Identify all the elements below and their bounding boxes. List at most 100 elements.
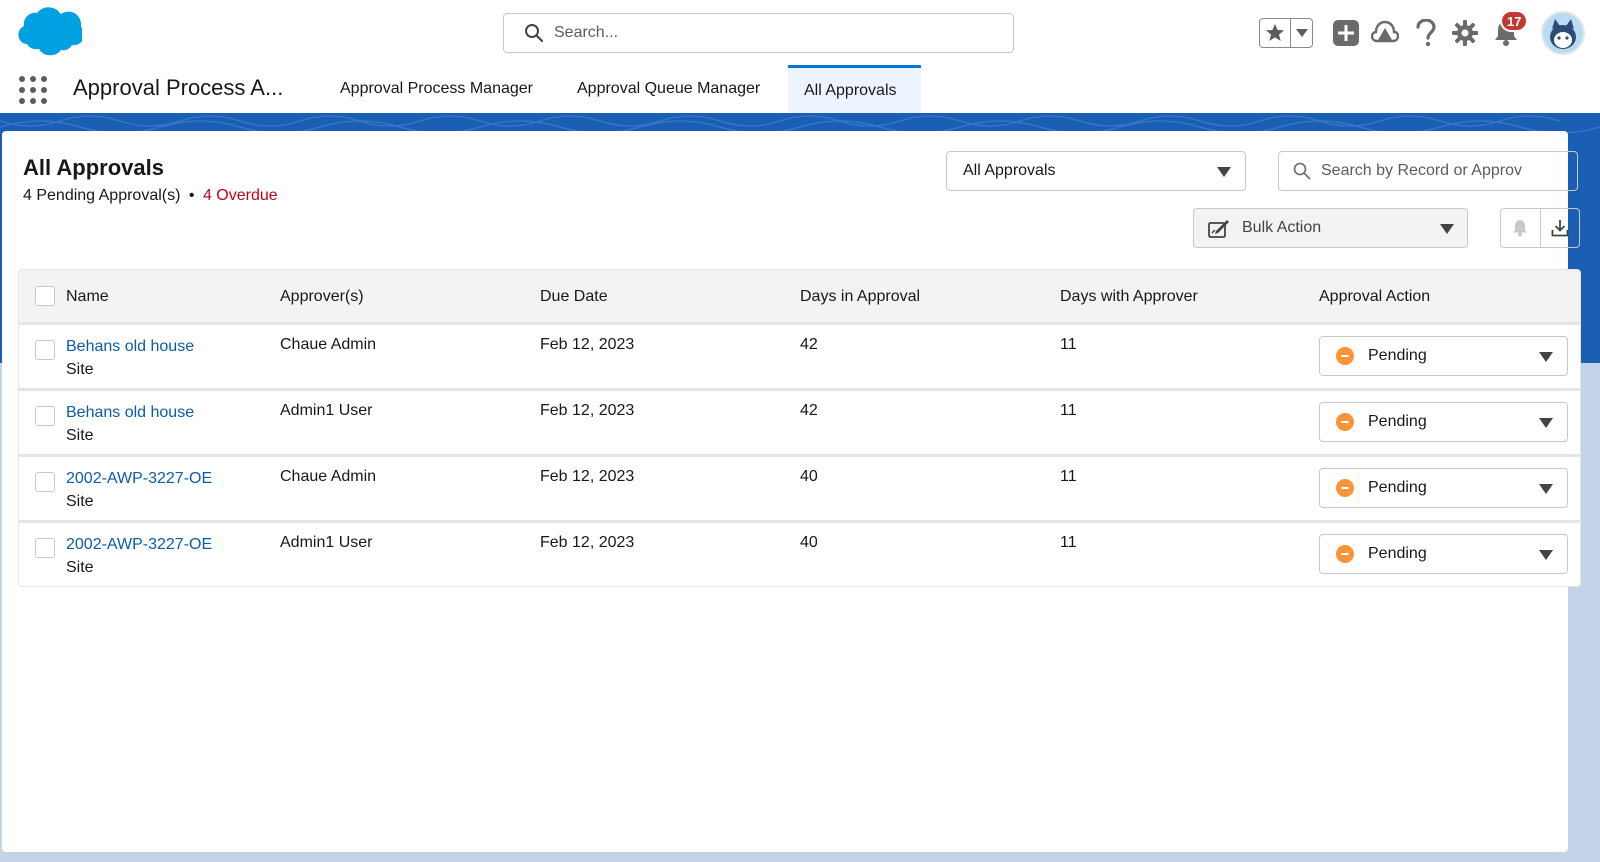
pending-status-icon: [1336, 413, 1354, 431]
trailhead-icon: [1371, 20, 1399, 43]
pending-status-icon: [1336, 347, 1354, 365]
select-all-checkbox[interactable]: [35, 286, 55, 306]
approval-filter-select[interactable]: All Approvals: [946, 151, 1246, 191]
approver-name: Chaue Admin: [280, 468, 377, 485]
approval-action-value: Pending: [1368, 413, 1427, 430]
days-in-approval: 40: [800, 468, 818, 485]
column-header-name[interactable]: Name: [66, 288, 109, 305]
approvals-table: Name Approver(s) Due Date Days in Approv…: [18, 269, 1581, 587]
pending-status-icon: [1336, 479, 1354, 497]
table-row: 2002-AWP-3227-OE Site Admin1 User Feb 12…: [18, 521, 1581, 587]
column-header-approval-action[interactable]: Approval Action: [1319, 288, 1431, 305]
record-type: Site: [66, 559, 94, 576]
tab-all-approvals[interactable]: All Approvals: [788, 65, 921, 113]
avatar-icon: [1543, 13, 1583, 53]
column-header-due-date[interactable]: Due Date: [540, 288, 608, 305]
global-header: 17: [0, 0, 1600, 68]
record-name-link[interactable]: Behans old house: [66, 404, 195, 421]
column-header-days-with-approver[interactable]: Days with Approver: [1060, 288, 1198, 305]
table-header: Name Approver(s) Due Date Days in Approv…: [18, 269, 1581, 323]
approval-action-value: Pending: [1368, 545, 1427, 562]
chevron-down-icon: [1295, 29, 1308, 37]
days-with-approver: 11: [1060, 534, 1077, 551]
summary-separator: •: [188, 187, 195, 204]
list-action-buttons: [1500, 208, 1580, 248]
approver-name: Chaue Admin: [280, 336, 377, 353]
approver-name: Admin1 User: [280, 402, 373, 419]
favorite-star-icon: [1266, 24, 1284, 41]
bell-icon: [1513, 220, 1528, 237]
approval-action-select[interactable]: Pending: [1319, 402, 1568, 442]
favorites-dropdown-button[interactable]: [1291, 19, 1312, 47]
app-launcher-button[interactable]: [18, 75, 48, 105]
due-date: Feb 12, 2023: [540, 336, 635, 353]
approval-action-value: Pending: [1368, 347, 1427, 364]
chevron-down-icon: [1539, 352, 1553, 362]
approval-action-select[interactable]: Pending: [1319, 336, 1568, 376]
table-row: Behans old house Site Admin1 User Feb 12…: [18, 389, 1581, 455]
overdue-count-text: 4 Overdue: [202, 187, 278, 204]
search-icon: [1293, 162, 1311, 180]
notification-count-badge: 17: [1500, 10, 1529, 32]
user-avatar[interactable]: [1541, 11, 1585, 55]
tab-approval-process-manager[interactable]: Approval Process Manager: [340, 80, 533, 97]
download-icon: [1551, 220, 1569, 237]
column-header-approvers[interactable]: Approver(s): [280, 288, 364, 305]
column-header-days-in-approval[interactable]: Days in Approval: [800, 288, 921, 305]
notify-button[interactable]: [1501, 209, 1540, 247]
row-checkbox[interactable]: [35, 406, 55, 426]
tab-approval-queue-manager[interactable]: Approval Queue Manager: [577, 80, 761, 97]
approval-action-select[interactable]: Pending: [1319, 534, 1568, 574]
record-name-link[interactable]: 2002-AWP-3227-OE: [66, 470, 213, 487]
record-name-link[interactable]: 2002-AWP-3227-OE: [66, 536, 213, 553]
add-icon: [1333, 20, 1359, 46]
record-type: Site: [66, 361, 94, 378]
cloud-logo-icon[interactable]: [6, 6, 82, 60]
app-navigation-bar: Approval Process A... Approval Process M…: [0, 65, 1600, 113]
record-type: Site: [66, 427, 94, 444]
bulk-action-label: Bulk Action: [1242, 219, 1322, 236]
chevron-down-icon: [1217, 167, 1231, 177]
record-search-box[interactable]: [1278, 151, 1578, 191]
pending-status-icon: [1336, 545, 1354, 563]
row-checkbox[interactable]: [35, 538, 55, 558]
days-in-approval: 40: [800, 534, 818, 551]
help-button[interactable]: [1410, 17, 1442, 49]
days-with-approver: 11: [1060, 336, 1077, 353]
row-checkbox[interactable]: [35, 340, 55, 360]
trailhead-button[interactable]: [1369, 17, 1401, 49]
gear-icon: [1452, 20, 1478, 46]
table-row: 2002-AWP-3227-OE Site Chaue Admin Feb 12…: [18, 455, 1581, 521]
chevron-down-icon: [1440, 224, 1454, 234]
approval-action-value: Pending: [1368, 479, 1427, 496]
row-checkbox[interactable]: [35, 472, 55, 492]
chevron-down-icon: [1539, 550, 1553, 560]
approval-action-select[interactable]: Pending: [1319, 468, 1568, 508]
setup-button[interactable]: [1449, 17, 1481, 49]
due-date: Feb 12, 2023: [540, 468, 635, 485]
record-search-input[interactable]: [1321, 162, 1561, 180]
chevron-down-icon: [1539, 418, 1553, 428]
page-title: All Approvals: [23, 155, 164, 180]
download-button[interactable]: [1539, 209, 1580, 247]
table-row: Behans old house Site Chaue Admin Feb 12…: [18, 323, 1581, 389]
approval-summary: 4 Pending Approval(s) • 4 Overdue: [23, 187, 278, 205]
global-search-input[interactable]: [554, 24, 974, 42]
edit-icon: [1208, 220, 1229, 238]
favorite-star-button[interactable]: [1260, 19, 1291, 47]
global-search-box[interactable]: [503, 13, 1014, 53]
record-type: Site: [66, 493, 94, 510]
global-actions-button[interactable]: [1330, 17, 1362, 49]
favorites-button-group: [1259, 18, 1313, 48]
record-name-link[interactable]: Behans old house: [66, 338, 195, 355]
bulk-action-select[interactable]: Bulk Action: [1193, 208, 1468, 248]
days-with-approver: 11: [1060, 468, 1077, 485]
chevron-down-icon: [1539, 484, 1553, 494]
due-date: Feb 12, 2023: [540, 402, 635, 419]
days-in-approval: 42: [800, 336, 818, 353]
days-with-approver: 11: [1060, 402, 1077, 419]
approval-filter-value: All Approvals: [963, 162, 1056, 179]
pending-count-text: 4 Pending Approval(s): [23, 187, 181, 204]
app-name: Approval Process A...: [73, 75, 284, 100]
background-pattern: [0, 115, 1600, 133]
